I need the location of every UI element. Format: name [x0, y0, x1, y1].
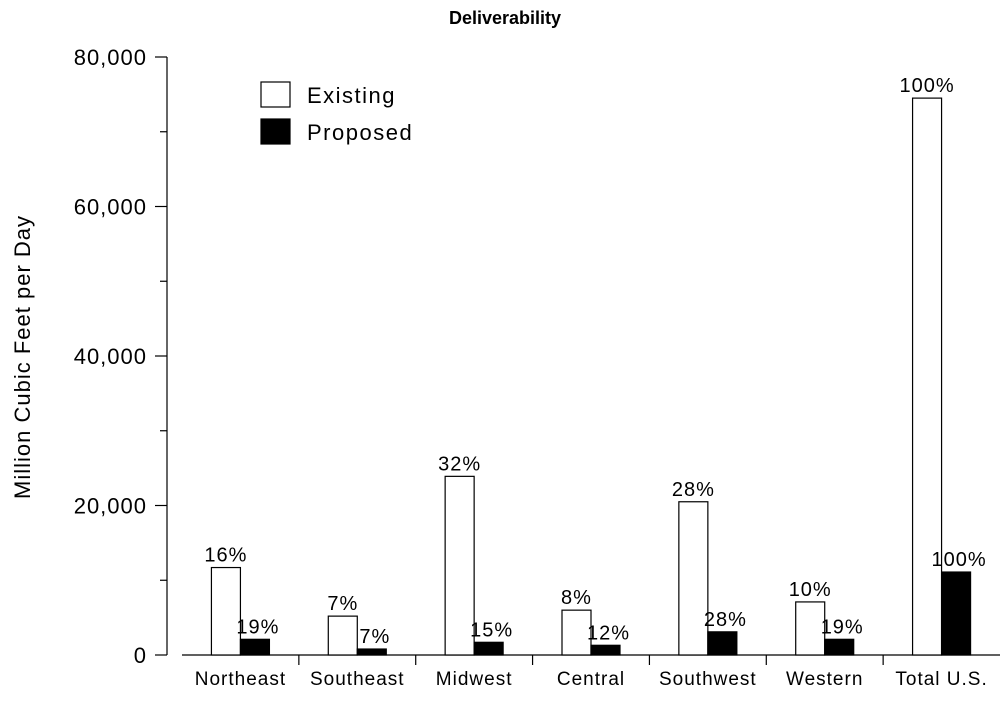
data-label: 15% [470, 619, 513, 641]
data-label: 32% [438, 453, 481, 475]
data-label: 19% [236, 616, 279, 638]
data-label: 10% [789, 579, 832, 601]
bar-existing [444, 475, 475, 656]
data-label: 28% [672, 479, 715, 501]
bar-existing [327, 615, 358, 656]
data-label: 7% [359, 626, 390, 648]
legend-label-proposed: Proposed [307, 120, 413, 145]
y-axis-label: Million Cubic Feet per Day [10, 215, 35, 499]
x-category-label: Central [557, 669, 625, 690]
legend-label-existing: Existing [307, 83, 396, 108]
data-label: 100% [931, 549, 986, 571]
legend-swatch-existing [260, 81, 291, 108]
legend-swatch-proposed [260, 118, 291, 145]
y-tick-label: 20,000 [74, 494, 147, 519]
y-tick-label: 0 [134, 643, 147, 668]
bar-existing [911, 97, 943, 656]
x-category-label: Southeast [310, 669, 405, 690]
bar-proposed [824, 638, 855, 656]
bar-proposed [707, 631, 738, 656]
data-label: 8% [561, 587, 592, 609]
bar-proposed [473, 641, 504, 656]
data-label: 28% [704, 609, 747, 631]
bar-proposed [590, 644, 621, 656]
x-category-label: Northeast [195, 669, 286, 690]
x-category-label: Total U.S. [895, 669, 987, 690]
legend: Existing Proposed [260, 81, 413, 145]
x-category-label: Midwest [436, 669, 513, 690]
bar-proposed [940, 571, 972, 656]
axes: 0 20,000 40,000 60,000 80,000 Northeast Southe… [74, 45, 1000, 690]
y-tick-label: 80,000 [74, 45, 147, 70]
data-label: 12% [587, 622, 630, 644]
y-tick-label: 60,000 [74, 195, 147, 220]
data-label: 19% [821, 616, 864, 638]
y-tick-label: 40,000 [74, 344, 147, 369]
data-label: 7% [327, 593, 358, 615]
chart-title: Deliverability [449, 8, 561, 28]
x-category-label: Southwest [659, 669, 757, 690]
bar-proposed [239, 638, 271, 656]
bar-proposed [356, 648, 387, 656]
bar-existing [210, 566, 242, 656]
bars: 16% 19% 7%7% 32% 15% 8% 12% 28% 28% 10% 19% 100% 100… [204, 75, 986, 656]
bar-existing [561, 609, 592, 656]
bar-existing [678, 501, 709, 656]
data-label: 16% [204, 545, 247, 567]
data-label: 100% [899, 75, 954, 97]
x-category-label: Western [786, 669, 863, 690]
bar-existing [795, 601, 826, 656]
